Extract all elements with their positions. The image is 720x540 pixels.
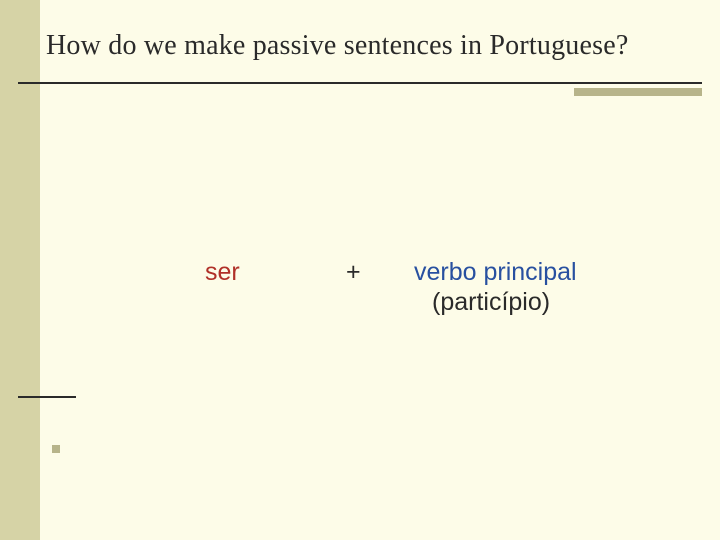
title-accent-bar — [574, 88, 702, 96]
title-underline — [18, 82, 702, 84]
sidebar-accent — [0, 0, 40, 540]
slide-title: How do we make passive sentences in Port… — [46, 30, 628, 62]
lower-rule — [18, 396, 76, 398]
formula-plus: + — [346, 258, 361, 287]
formula-ser: ser — [205, 258, 240, 287]
bullet-square — [52, 445, 60, 453]
formula-participio: (particípio) — [432, 288, 550, 317]
formula-verbo-principal: verbo principal — [414, 258, 577, 287]
